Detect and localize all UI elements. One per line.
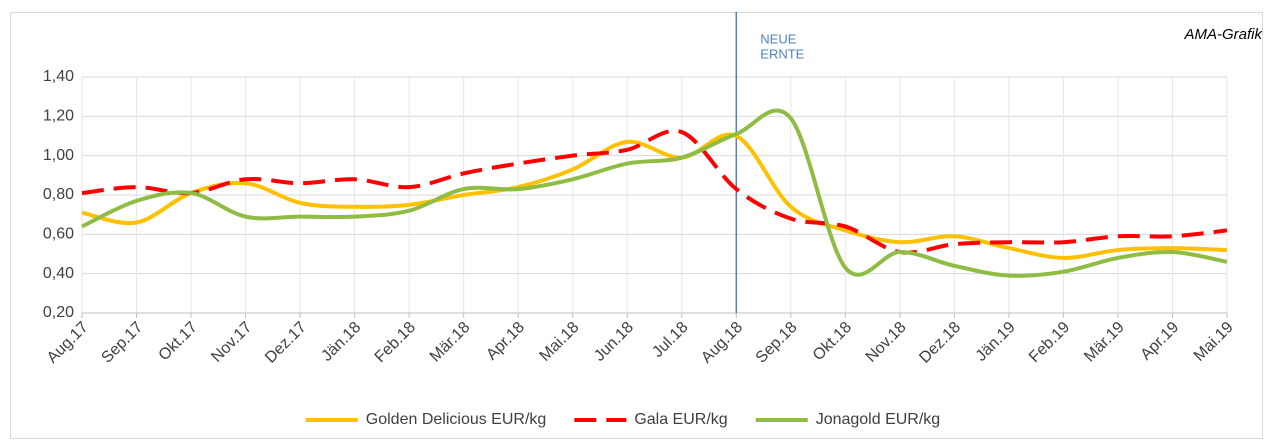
- series-line: [81, 108, 1228, 278]
- y-tick-label: 0,20: [43, 304, 74, 321]
- legend-label: Gala EUR/kg: [634, 411, 727, 428]
- y-tick-label: 0,40: [43, 265, 74, 282]
- y-tick-label: 0,80: [43, 186, 74, 203]
- marker-label: NEUE: [760, 31, 796, 46]
- y-tick-label: 1,00: [43, 147, 74, 164]
- y-tick-label: 1,40: [43, 68, 74, 85]
- y-tick-label: 1,20: [43, 108, 74, 125]
- y-tick-label: 0,60: [43, 226, 74, 243]
- marker-label: ERNTE: [760, 46, 804, 61]
- legend-label: Golden Delicious EUR/kg: [366, 411, 547, 428]
- legend-label: Jonagold EUR/kg: [816, 411, 941, 428]
- chart-frame: [10, 12, 1263, 439]
- source-label: AMA-Grafik: [1183, 26, 1263, 43]
- series-line: [81, 132, 1228, 260]
- series-line: [81, 128, 1228, 255]
